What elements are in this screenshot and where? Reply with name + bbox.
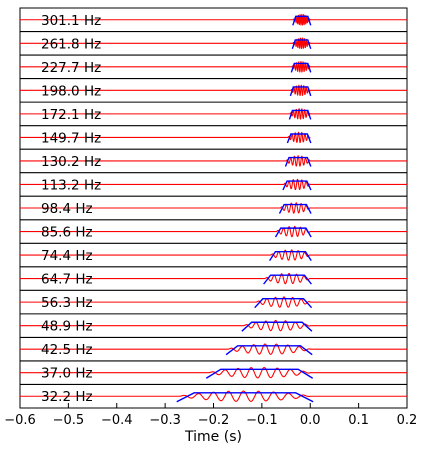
x-tick-label: −0.4	[101, 413, 133, 428]
band-15: 37.0 Hz	[20, 366, 407, 386]
band-0: 301.1 Hz	[20, 13, 407, 33]
signal-line	[20, 13, 407, 26]
band-label: 172.1 Hz	[41, 107, 101, 123]
band-label: 227.7 Hz	[41, 60, 101, 76]
x-tick-label: 0.1	[348, 413, 369, 428]
band-label: 130.2 Hz	[41, 154, 101, 170]
plot-area: 301.1 Hz 261.8 Hz 227.7 Hz 198.0 Hz 172.1 Hz…	[4, 7, 417, 428]
band-9: 85.6 Hz	[20, 225, 407, 244]
x-tick-label: −0.6	[4, 413, 36, 428]
band-label: 56.3 Hz	[41, 295, 93, 311]
band-label: 85.6 Hz	[41, 225, 93, 241]
envelope-line	[286, 133, 312, 144]
band-10: 74.4 Hz	[20, 248, 407, 268]
envelope-line	[274, 227, 312, 238]
band-label: 37.0 Hz	[41, 366, 93, 382]
band-12: 56.3 Hz	[20, 295, 407, 315]
envelope-line	[205, 368, 314, 379]
band-16: 32.2 Hz	[20, 389, 407, 405]
band-label: 149.7 Hz	[41, 130, 101, 146]
envelope-line	[289, 86, 312, 97]
band-3: 198.0 Hz	[20, 83, 407, 103]
band-14: 42.5 Hz	[20, 342, 407, 362]
band-label: 98.4 Hz	[41, 201, 93, 217]
signal-line	[20, 131, 311, 144]
band-6: 130.2 Hz	[20, 154, 407, 174]
band-2: 227.7 Hz	[20, 60, 407, 80]
x-tick-label: −0.3	[149, 413, 181, 428]
band-label: 74.4 Hz	[41, 248, 93, 264]
envelope-line	[254, 298, 313, 309]
band-label: 301.1 Hz	[41, 13, 101, 29]
signal-line	[20, 272, 407, 285]
envelope-line	[291, 39, 312, 50]
band-label: 48.9 Hz	[41, 319, 93, 335]
band-7: 113.2 Hz	[20, 177, 407, 197]
band-label: 113.2 Hz	[41, 177, 101, 193]
envelope-line	[282, 180, 312, 191]
band-label: 64.7 Hz	[41, 272, 93, 288]
band-label: 198.0 Hz	[41, 83, 101, 99]
envelope-line	[269, 250, 312, 261]
signal-line	[20, 225, 407, 238]
band-11: 64.7 Hz	[20, 272, 407, 291]
band-13: 48.9 Hz	[20, 319, 407, 338]
x-tick-label: 0.2	[397, 413, 418, 428]
signal-line	[20, 37, 407, 50]
band-5: 149.7 Hz	[20, 130, 407, 150]
x-tick-label: 0.0	[300, 413, 321, 428]
bands: 301.1 Hz 261.8 Hz 227.7 Hz 198.0 Hz 172.1 Hz…	[20, 13, 407, 405]
signal-line	[20, 202, 407, 214]
envelope-line	[263, 274, 312, 285]
band-1: 261.8 Hz	[20, 36, 407, 56]
envelope-line	[278, 203, 312, 214]
envelope-line	[241, 321, 313, 332]
x-tick-label: −0.5	[53, 413, 85, 428]
band-label: 261.8 Hz	[41, 36, 101, 52]
envelope-line	[288, 109, 312, 120]
x-axis: −0.6 −0.5 −0.4 −0.3 −0.2 −0.1 0.0 0.1 0.2	[4, 403, 417, 428]
band-label: 32.2 Hz	[41, 389, 93, 405]
band-4: 172.1 Hz	[20, 107, 407, 127]
band-8: 98.4 Hz	[20, 201, 407, 221]
x-tick-label: −0.1	[246, 413, 278, 428]
envelope-line	[176, 392, 314, 403]
signal-line	[20, 155, 407, 167]
band-label: 42.5 Hz	[41, 342, 93, 358]
signal-line	[20, 249, 407, 261]
envelope-line	[225, 345, 313, 356]
x-tick-label: −0.2	[198, 413, 230, 428]
envelope-line	[290, 62, 312, 73]
x-axis-title: Time (s)	[184, 429, 242, 445]
envelope-line	[284, 156, 312, 167]
envelope-line	[292, 15, 312, 26]
